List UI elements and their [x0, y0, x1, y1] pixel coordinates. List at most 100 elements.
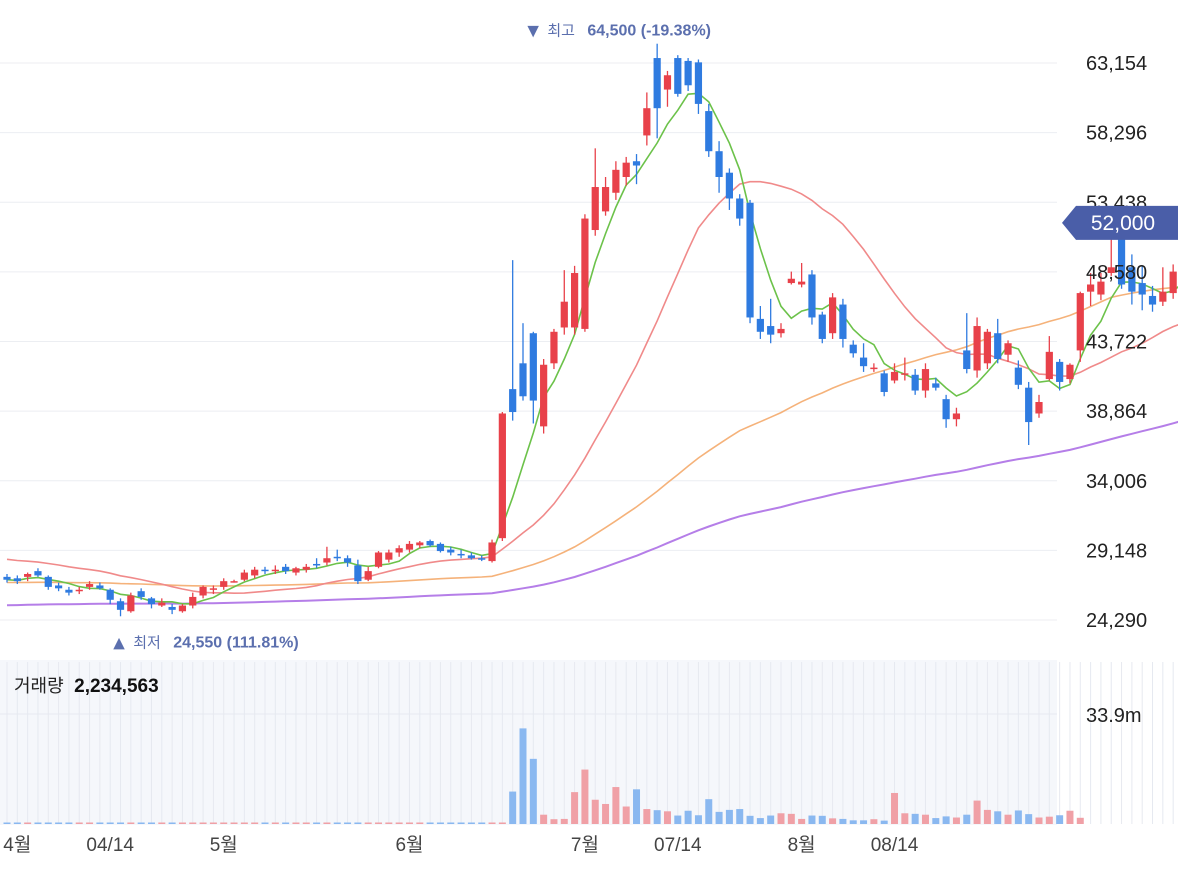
volume-bar	[880, 820, 888, 824]
volume-header-text: 거래량 2,234,563	[14, 676, 159, 697]
volume-bar	[127, 822, 135, 824]
price-gridlines	[0, 62, 1057, 621]
candle-body	[199, 586, 207, 596]
volume-bar	[973, 800, 981, 824]
volume-bar	[168, 822, 176, 824]
current-price-value: 52,000	[1091, 212, 1155, 235]
candle	[674, 55, 682, 97]
candle-body	[963, 350, 971, 370]
candle-body	[158, 602, 166, 606]
candle	[746, 199, 754, 324]
candle-body	[921, 369, 930, 391]
candle	[571, 265, 579, 335]
candle-body	[85, 584, 94, 587]
candle	[1076, 291, 1084, 362]
volume-bar	[1056, 815, 1064, 824]
volume-bar	[849, 820, 857, 824]
volume-bar	[860, 820, 868, 824]
volume-bar	[663, 811, 671, 824]
candle-body	[736, 198, 744, 219]
x-tick-label: 08/14	[871, 835, 919, 856]
candle	[612, 161, 620, 200]
candle-body	[467, 555, 475, 559]
x-tick-label: 07/14	[654, 835, 702, 856]
candle-body	[1056, 361, 1064, 382]
volume-bar	[65, 822, 73, 824]
candle	[44, 575, 52, 590]
candle-body	[44, 576, 52, 587]
candle-body	[1128, 267, 1136, 292]
volume-header: 거래량 2,234,563	[14, 676, 159, 697]
candle-body	[1035, 402, 1043, 414]
candle-body	[746, 202, 754, 318]
candle-body	[643, 108, 651, 136]
candle	[1138, 265, 1146, 311]
volume-bar	[271, 822, 279, 824]
candle	[251, 566, 259, 579]
candle	[302, 563, 310, 573]
candle-body	[994, 333, 1002, 360]
volume-bar	[921, 814, 929, 824]
candle-body	[1025, 387, 1033, 423]
candle-body	[220, 581, 228, 587]
y-tick-label: 38,864	[1086, 401, 1147, 423]
volume-bar	[787, 813, 795, 824]
candle	[932, 377, 940, 391]
candle-body	[168, 606, 176, 610]
volume-bar	[24, 822, 32, 824]
candle	[178, 604, 187, 613]
candle	[416, 541, 424, 549]
candle	[540, 359, 548, 434]
candle-body	[498, 413, 506, 539]
candle-body	[395, 548, 403, 553]
candle	[116, 598, 125, 617]
candle-body	[509, 389, 517, 413]
volume-bar	[994, 811, 1002, 824]
volume-bar	[540, 814, 548, 824]
volume-bar	[34, 822, 42, 824]
candle-body	[715, 151, 723, 177]
candle-body	[147, 598, 156, 605]
volume-bar	[983, 809, 991, 824]
candle-body	[189, 596, 197, 606]
volume-bar	[44, 822, 52, 824]
candle	[550, 328, 558, 370]
y-tick-label: 29,148	[1086, 540, 1147, 562]
candle-body	[808, 274, 816, 318]
volume-bar	[1035, 817, 1043, 824]
candle-body	[55, 585, 63, 589]
volume-bar	[756, 818, 764, 824]
candle-body	[1014, 367, 1022, 385]
high-note-text: ▼ 최고 64,500 (-19.38%)	[527, 22, 711, 40]
candle-body	[540, 364, 548, 427]
candle	[736, 194, 744, 226]
volume-bar	[292, 822, 300, 824]
candle-body	[1117, 230, 1126, 285]
volume-bar	[942, 816, 950, 824]
candle-body	[839, 304, 847, 339]
ma120-line	[6, 420, 1178, 607]
volume-bar	[333, 822, 341, 824]
candle-body	[13, 578, 21, 582]
candle-body	[973, 326, 981, 371]
volume-bar	[519, 728, 527, 824]
volume-bar	[870, 819, 878, 824]
candle	[798, 262, 806, 288]
volume-bar	[364, 822, 372, 824]
candle	[147, 596, 156, 609]
candle-body	[1004, 343, 1012, 355]
candle-body	[1159, 291, 1167, 302]
candle-body	[1066, 364, 1074, 380]
volume-bar	[829, 818, 837, 824]
volume-bar	[158, 822, 166, 824]
candle	[983, 328, 991, 370]
x-tick-label: 4월	[3, 834, 31, 856]
candle-body	[787, 278, 795, 284]
candle	[189, 592, 197, 609]
volume-bar	[385, 822, 393, 824]
candle	[921, 363, 930, 398]
candle	[374, 551, 383, 569]
candle	[106, 588, 114, 605]
candle	[756, 305, 764, 339]
candle	[890, 363, 899, 384]
